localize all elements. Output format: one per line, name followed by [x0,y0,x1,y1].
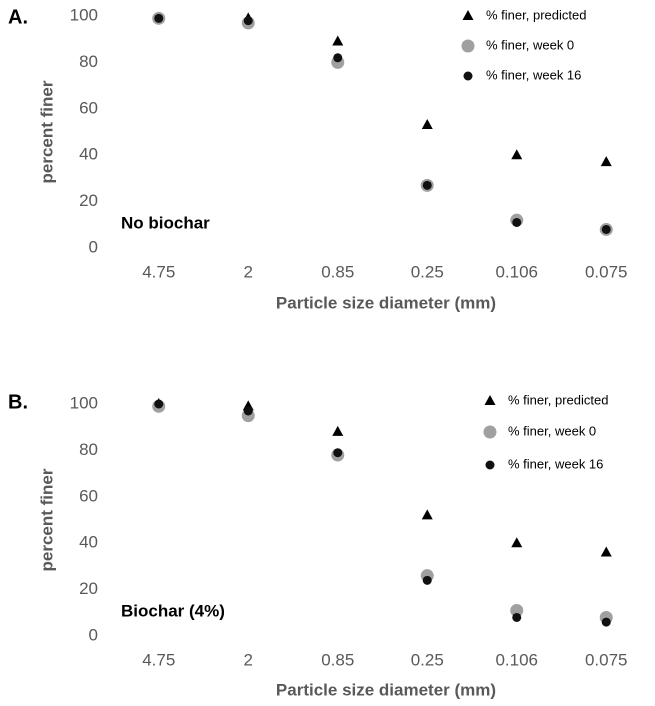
legend-marker [485,460,495,470]
y-tick-label: 40 [79,145,98,164]
panel-label: A. [8,6,28,28]
x-tick-label: 2 [244,650,253,669]
x-tick-label: 0.106 [495,650,538,669]
panel-label: B. [8,391,28,413]
x-tick-label: 0.25 [411,650,444,669]
x-tick-label: 0.25 [411,262,444,281]
legend-label: % finer, week 16 [508,456,603,471]
legend-label: % finer, week 16 [486,67,581,82]
y-tick-label: 20 [79,191,98,210]
legend-marker [463,71,473,81]
legend-label: % finer, predicted [486,7,586,22]
circle-marker [512,612,522,622]
y-tick-label: 80 [79,440,98,459]
triangle-marker [332,425,344,436]
annotation: Biochar (4%) [121,601,225,620]
circle-marker [243,16,253,26]
x-axis-label: Particle size diameter (mm) [276,680,496,699]
circle-marker [333,448,343,458]
legend-label: % finer, week 0 [486,37,574,52]
triangle-marker [600,546,612,557]
x-tick-label: 0.85 [321,650,354,669]
x-tick-label: 0.075 [585,650,628,669]
circle-marker [601,617,611,627]
circle-marker [422,575,432,585]
legend-marker [461,39,475,53]
circle-marker [512,217,522,227]
y-axis-label: percent finer [37,468,56,571]
y-tick-label: 100 [70,5,98,24]
x-tick-label: 0.85 [321,262,354,281]
y-tick-label: 20 [79,579,98,598]
y-tick-label: 80 [79,52,98,71]
y-tick-label: 60 [79,486,98,505]
x-tick-label: 0.106 [495,262,538,281]
circle-marker [243,406,253,416]
circle-marker [422,180,432,190]
circle-marker [333,53,343,63]
x-axis-label: Particle size diameter (mm) [276,293,496,312]
legend-marker [483,425,497,439]
x-tick-label: 2 [244,262,253,281]
triangle-marker [511,537,523,548]
circle-marker [154,399,164,409]
annotation: No biochar [121,213,210,232]
y-tick-label: 100 [70,393,98,412]
y-tick-label: 0 [89,625,98,644]
legend-marker [484,395,496,405]
triangle-marker [511,149,523,160]
legend-label: % finer, predicted [508,392,608,407]
y-tick-label: 40 [79,533,98,552]
y-axis-label: percent finer [37,80,56,183]
y-tick-label: 0 [89,237,98,256]
triangle-marker [332,35,344,46]
x-tick-label: 4.75 [142,262,175,281]
triangle-marker [600,156,612,167]
triangle-marker [421,119,433,130]
y-tick-label: 60 [79,98,98,117]
circle-marker [154,13,164,23]
legend-marker [462,10,474,20]
triangle-marker [421,509,433,520]
x-tick-label: 4.75 [142,650,175,669]
circle-marker [601,224,611,234]
circle-marker [510,603,524,617]
legend-label: % finer, week 0 [508,423,596,438]
x-tick-label: 0.075 [585,262,628,281]
